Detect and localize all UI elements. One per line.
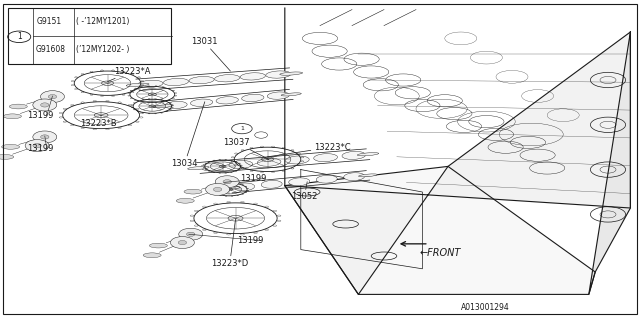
Ellipse shape	[289, 178, 310, 186]
Circle shape	[40, 135, 49, 139]
Circle shape	[33, 99, 57, 111]
Circle shape	[25, 140, 49, 152]
Ellipse shape	[126, 83, 149, 86]
Circle shape	[40, 103, 49, 107]
Text: 13034: 13034	[172, 102, 205, 168]
Text: 13223*D: 13223*D	[211, 219, 248, 268]
Ellipse shape	[344, 173, 365, 180]
Ellipse shape	[342, 151, 365, 159]
Ellipse shape	[285, 156, 309, 164]
Ellipse shape	[281, 93, 301, 96]
Ellipse shape	[189, 76, 214, 84]
Circle shape	[213, 187, 222, 192]
Ellipse shape	[240, 73, 266, 80]
Text: 13199: 13199	[240, 174, 266, 183]
Ellipse shape	[3, 114, 21, 119]
Ellipse shape	[221, 187, 240, 190]
Circle shape	[170, 236, 195, 249]
Polygon shape	[285, 166, 595, 294]
Text: (’12MY1202- ): (’12MY1202- )	[76, 45, 129, 54]
Text: 13223*A: 13223*A	[108, 67, 150, 82]
Ellipse shape	[163, 78, 189, 86]
Text: 13052: 13052	[291, 182, 317, 201]
Text: 13223*C: 13223*C	[268, 143, 350, 157]
Ellipse shape	[188, 166, 209, 170]
Text: 1: 1	[240, 126, 244, 131]
Ellipse shape	[143, 253, 161, 258]
Circle shape	[48, 94, 57, 99]
Ellipse shape	[216, 97, 238, 104]
Text: 1: 1	[17, 32, 22, 41]
Ellipse shape	[2, 144, 20, 149]
Polygon shape	[589, 32, 630, 294]
Ellipse shape	[176, 198, 194, 203]
Ellipse shape	[191, 99, 212, 106]
Ellipse shape	[234, 183, 255, 191]
Ellipse shape	[153, 105, 173, 108]
Ellipse shape	[0, 155, 13, 159]
Text: ←FRONT: ←FRONT	[419, 248, 461, 258]
Text: A013001294: A013001294	[461, 303, 509, 312]
Text: 13199: 13199	[237, 236, 263, 245]
Ellipse shape	[266, 71, 291, 78]
Ellipse shape	[257, 158, 281, 166]
Circle shape	[178, 240, 187, 245]
Text: ( -’12MY1201): ( -’12MY1201)	[76, 17, 129, 26]
Text: G9151: G9151	[37, 17, 62, 26]
Text: 13199: 13199	[28, 144, 54, 153]
Text: 13031: 13031	[191, 37, 230, 71]
Circle shape	[223, 180, 232, 184]
Text: G91608: G91608	[36, 45, 66, 54]
Circle shape	[33, 143, 42, 148]
Ellipse shape	[358, 174, 378, 177]
Ellipse shape	[268, 92, 289, 99]
Ellipse shape	[201, 163, 225, 171]
Ellipse shape	[149, 243, 167, 248]
Ellipse shape	[184, 189, 202, 194]
Ellipse shape	[165, 101, 187, 109]
Ellipse shape	[357, 153, 379, 156]
Ellipse shape	[10, 104, 28, 109]
Polygon shape	[285, 8, 630, 294]
Circle shape	[186, 232, 195, 236]
Text: 13223*B: 13223*B	[80, 115, 116, 128]
Text: 13037: 13037	[223, 138, 269, 159]
Text: 13199: 13199	[28, 111, 54, 120]
Circle shape	[215, 176, 239, 188]
Ellipse shape	[316, 175, 337, 183]
Circle shape	[40, 91, 65, 103]
Ellipse shape	[214, 75, 240, 82]
Ellipse shape	[229, 161, 253, 169]
Ellipse shape	[242, 94, 264, 102]
Ellipse shape	[280, 72, 303, 75]
Circle shape	[205, 183, 230, 196]
Bar	[8, 8, 171, 64]
Ellipse shape	[314, 154, 337, 162]
Circle shape	[33, 131, 57, 143]
Ellipse shape	[261, 180, 282, 188]
Circle shape	[179, 228, 203, 240]
Ellipse shape	[138, 80, 163, 87]
